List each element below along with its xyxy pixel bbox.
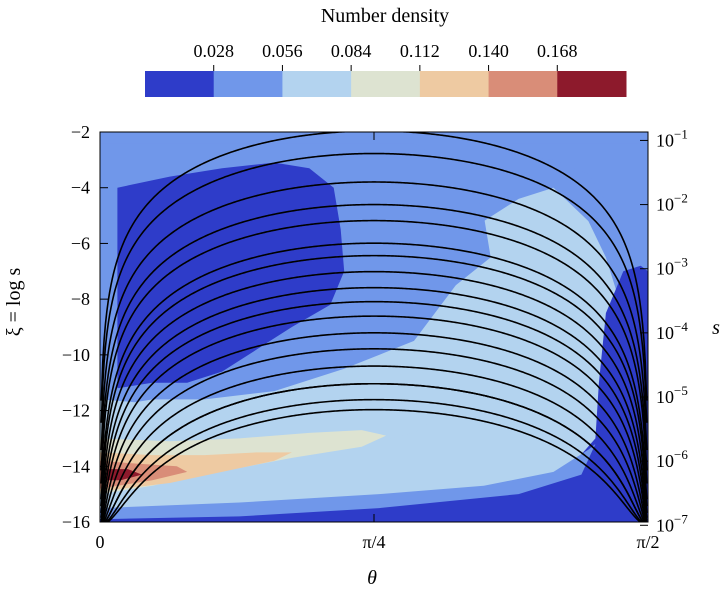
y-tick-label: −6 <box>71 233 90 253</box>
y2-tick-label: 10−5 <box>656 383 688 407</box>
contour-line <box>101 332 647 522</box>
y2-tick-label: 10−7 <box>656 511 688 535</box>
colorbar-swatch <box>488 71 558 97</box>
contour-line <box>100 315 648 522</box>
density-region <box>117 162 345 389</box>
colorbar-swatch <box>557 71 627 97</box>
density-regions <box>100 143 648 522</box>
contour-line <box>100 132 648 401</box>
y2-tick-label: 10−2 <box>656 191 688 215</box>
right-axis-label: s <box>712 317 720 339</box>
colorbar-tick-label: 0.084 <box>331 41 372 61</box>
contour-line <box>100 270 648 514</box>
contour-line <box>100 181 648 451</box>
y-tick-label: −10 <box>62 345 90 365</box>
colorbar-tick-label: 0.168 <box>537 41 578 61</box>
x-axis-label: θ <box>367 567 377 589</box>
colorbar-tick-label: 0.112 <box>400 41 440 61</box>
y-tick-label: −4 <box>71 178 90 198</box>
chart-title: Number density <box>321 5 449 27</box>
contour-line <box>105 398 643 522</box>
colorbar: 0.028 0.056 0.084 0.112 0.140 0.168 <box>145 41 627 97</box>
contour-line <box>100 242 648 500</box>
contour-line <box>100 152 648 423</box>
colorbar-tick-label: 0.028 <box>193 41 234 61</box>
colorbar-swatch <box>351 71 421 97</box>
colorbar-tick-label: 0.140 <box>468 41 509 61</box>
contour-line <box>100 219 648 484</box>
contour-line <box>101 348 647 522</box>
contour-lines <box>100 132 648 522</box>
x-tick-label: 0 <box>96 532 105 552</box>
y2-tick-label: 10−6 <box>656 447 688 471</box>
colorbar-swatch <box>213 71 283 97</box>
contour-line <box>100 254 648 507</box>
y2-tick-label: 10−3 <box>656 255 688 279</box>
y2-tick-label: 10−1 <box>656 126 688 150</box>
density-region <box>501 143 648 258</box>
colorbar-swatch <box>145 71 215 97</box>
contour-line <box>100 286 648 518</box>
contour-line <box>106 408 642 522</box>
density-region <box>100 460 188 489</box>
y2-tick-label: 10−4 <box>656 319 688 343</box>
y-tick-label: −16 <box>62 512 90 532</box>
colorbar-tick-label: 0.056 <box>262 41 303 61</box>
contour-line <box>100 203 648 471</box>
density-region <box>100 452 292 492</box>
y-axis-label: ξ = log s <box>3 268 25 337</box>
axes: 0 π/4 π/2 −2 −4 −6 −8 −10 −12 −14 −16 10−1 10−2 10−3 1… <box>62 122 688 552</box>
contour-line <box>103 382 645 522</box>
density-region <box>100 444 596 520</box>
y-tick-label: −8 <box>71 289 90 309</box>
x-tick-label: π/4 <box>362 532 385 552</box>
colorbar-swatch <box>419 71 490 97</box>
density-region <box>100 265 648 522</box>
contour-line <box>102 365 646 522</box>
y-tick-label: −14 <box>62 456 90 476</box>
contour-line <box>100 300 648 521</box>
x-tick-label: π/2 <box>636 532 659 552</box>
y-tick-label: −2 <box>71 122 90 142</box>
y-tick-label: −12 <box>62 401 90 421</box>
colorbar-swatch <box>282 71 352 97</box>
